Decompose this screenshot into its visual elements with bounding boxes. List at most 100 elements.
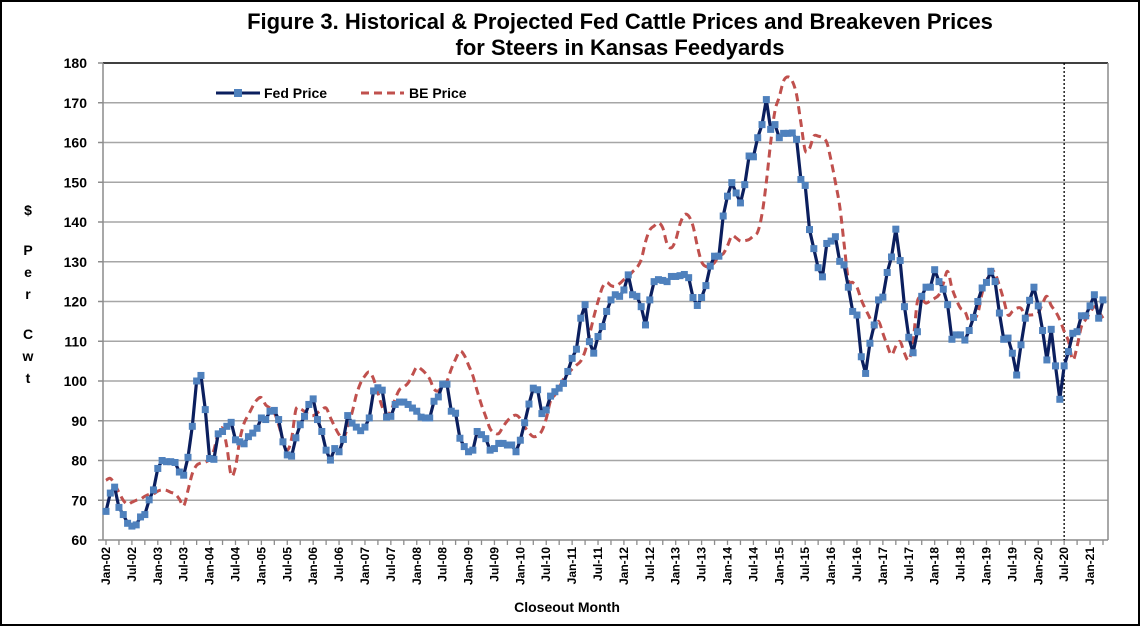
- fed-price-point: [447, 407, 455, 415]
- fed-price-point: [184, 453, 192, 461]
- fed-price-point: [206, 455, 214, 463]
- fed-price-point: [754, 134, 762, 142]
- fed-price-point: [452, 409, 460, 417]
- x-axis-ticks: Jan-02 Jul-02 Jan-03 Jul-03 Jan-04 Jul-04 Jan-…: [99, 540, 1104, 585]
- fed-price-point: [594, 332, 602, 340]
- fed-price-point: [180, 471, 188, 479]
- x-tick-label: Jul-08: [436, 547, 450, 582]
- fed-price-point: [270, 406, 278, 414]
- fed-price-point: [987, 267, 995, 275]
- fed-price-point: [736, 199, 744, 207]
- fed-price-point: [339, 435, 347, 443]
- fed-price-point: [611, 291, 619, 299]
- fed-price-point: [905, 333, 913, 341]
- fed-price-point: [1017, 341, 1025, 349]
- fed-price-point: [982, 278, 990, 286]
- fed-price-point: [1077, 312, 1085, 320]
- fed-price-point: [132, 521, 140, 529]
- fed-price-point: [922, 283, 930, 291]
- fed-price-point: [547, 392, 555, 400]
- fed-price-point: [978, 284, 986, 292]
- fed-price-point: [555, 384, 563, 392]
- fed-price-point: [1000, 335, 1008, 343]
- fed-price-point: [223, 422, 231, 430]
- y-axis-label-char: $: [24, 202, 32, 218]
- fed-price-point: [188, 422, 196, 430]
- fed-price-point: [1047, 325, 1055, 333]
- fed-price-point: [585, 338, 593, 346]
- fed-price-point: [1030, 283, 1038, 291]
- fed-price-point: [1095, 314, 1103, 322]
- fed-price-point: [680, 270, 688, 278]
- fed-price-point: [395, 398, 403, 406]
- fed-price-point: [542, 406, 550, 414]
- fed-price-point: [374, 384, 382, 392]
- fed-price-point: [616, 292, 624, 300]
- x-tick-label: Jan-09: [462, 547, 476, 585]
- legend-fed-label: Fed Price: [264, 85, 327, 101]
- y-axis-label-char: t: [26, 370, 31, 386]
- fed-price-point: [1043, 356, 1051, 364]
- fed-price-point: [538, 410, 546, 418]
- fed-price-point: [214, 430, 222, 438]
- fed-price-point: [357, 427, 365, 435]
- fed-price-point: [551, 388, 559, 396]
- fed-price-point: [469, 446, 477, 454]
- fed-price-point: [685, 274, 693, 282]
- y-tick-label: 150: [64, 174, 88, 190]
- fed-price-point: [326, 456, 334, 464]
- x-tick-label: Jul-03: [177, 547, 191, 582]
- fed-price-point: [637, 303, 645, 311]
- fed-price-point: [823, 239, 831, 247]
- fed-price-point: [970, 313, 978, 321]
- fed-price-point: [995, 309, 1003, 317]
- fed-price-point: [400, 398, 408, 406]
- fed-price-point: [672, 272, 680, 280]
- fed-price-point: [944, 301, 952, 309]
- fed-price-point: [1073, 328, 1081, 336]
- fed-price-point: [162, 458, 170, 466]
- fed-price-point: [624, 271, 632, 279]
- x-tick-label: Jan-12: [617, 547, 631, 585]
- fed-price-point: [991, 278, 999, 286]
- fed-price-point: [534, 386, 542, 394]
- fed-price-point: [197, 371, 205, 379]
- x-tick-label: Jul-14: [746, 547, 760, 582]
- x-tick-label: Jul-05: [280, 547, 294, 582]
- fed-price-point: [965, 327, 973, 335]
- fed-price-point: [305, 400, 313, 408]
- x-tick-label: Jan-07: [358, 547, 372, 585]
- fed-price-point: [370, 387, 378, 395]
- fed-price-point: [879, 293, 887, 301]
- x-tick-label: Jan-21: [1083, 547, 1097, 585]
- y-axis-label-char: e: [24, 264, 32, 280]
- fed-price-point: [102, 507, 110, 515]
- y-tick-label: 120: [64, 294, 88, 310]
- fed-price-point: [313, 416, 321, 424]
- fed-price-point: [719, 212, 727, 220]
- fed-price-point: [939, 285, 947, 293]
- fed-price-point: [443, 380, 451, 388]
- x-tick-label: Jan-15: [772, 547, 786, 585]
- y-tick-label: 130: [64, 254, 88, 270]
- fed-price-point: [1090, 291, 1098, 299]
- x-tick-label: Jul-17: [902, 547, 916, 582]
- x-tick-label: Jan-11: [565, 547, 579, 585]
- fed-price-point: [853, 311, 861, 319]
- x-tick-label: Jan-05: [254, 547, 268, 585]
- fed-price-point: [361, 423, 369, 431]
- fed-price-point: [482, 435, 490, 443]
- fed-price-point: [490, 445, 498, 453]
- fed-price-point: [702, 282, 710, 290]
- fed-price-point: [512, 448, 520, 456]
- fed-price-point: [516, 436, 524, 444]
- fed-price-point: [499, 439, 507, 447]
- fed-price-point: [318, 427, 326, 435]
- fed-price-point: [175, 468, 183, 476]
- x-tick-label: Jul-04: [228, 547, 242, 582]
- fed-price-point: [171, 458, 179, 466]
- fed-price-point: [128, 522, 136, 530]
- y-axis-label-char: C: [23, 326, 33, 342]
- fed-price-point: [974, 298, 982, 305]
